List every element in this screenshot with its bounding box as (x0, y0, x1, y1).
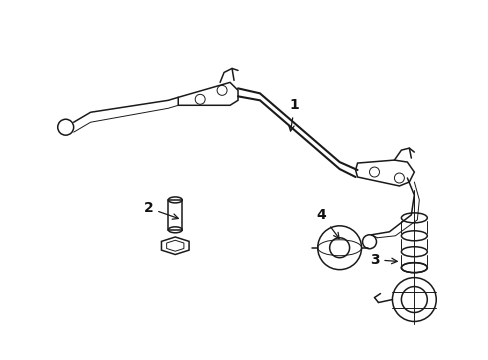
Text: 4: 4 (316, 208, 339, 238)
Text: 1: 1 (288, 98, 299, 131)
Text: 3: 3 (369, 253, 396, 267)
Bar (168, 200, 182, 230)
Text: 2: 2 (143, 201, 178, 219)
